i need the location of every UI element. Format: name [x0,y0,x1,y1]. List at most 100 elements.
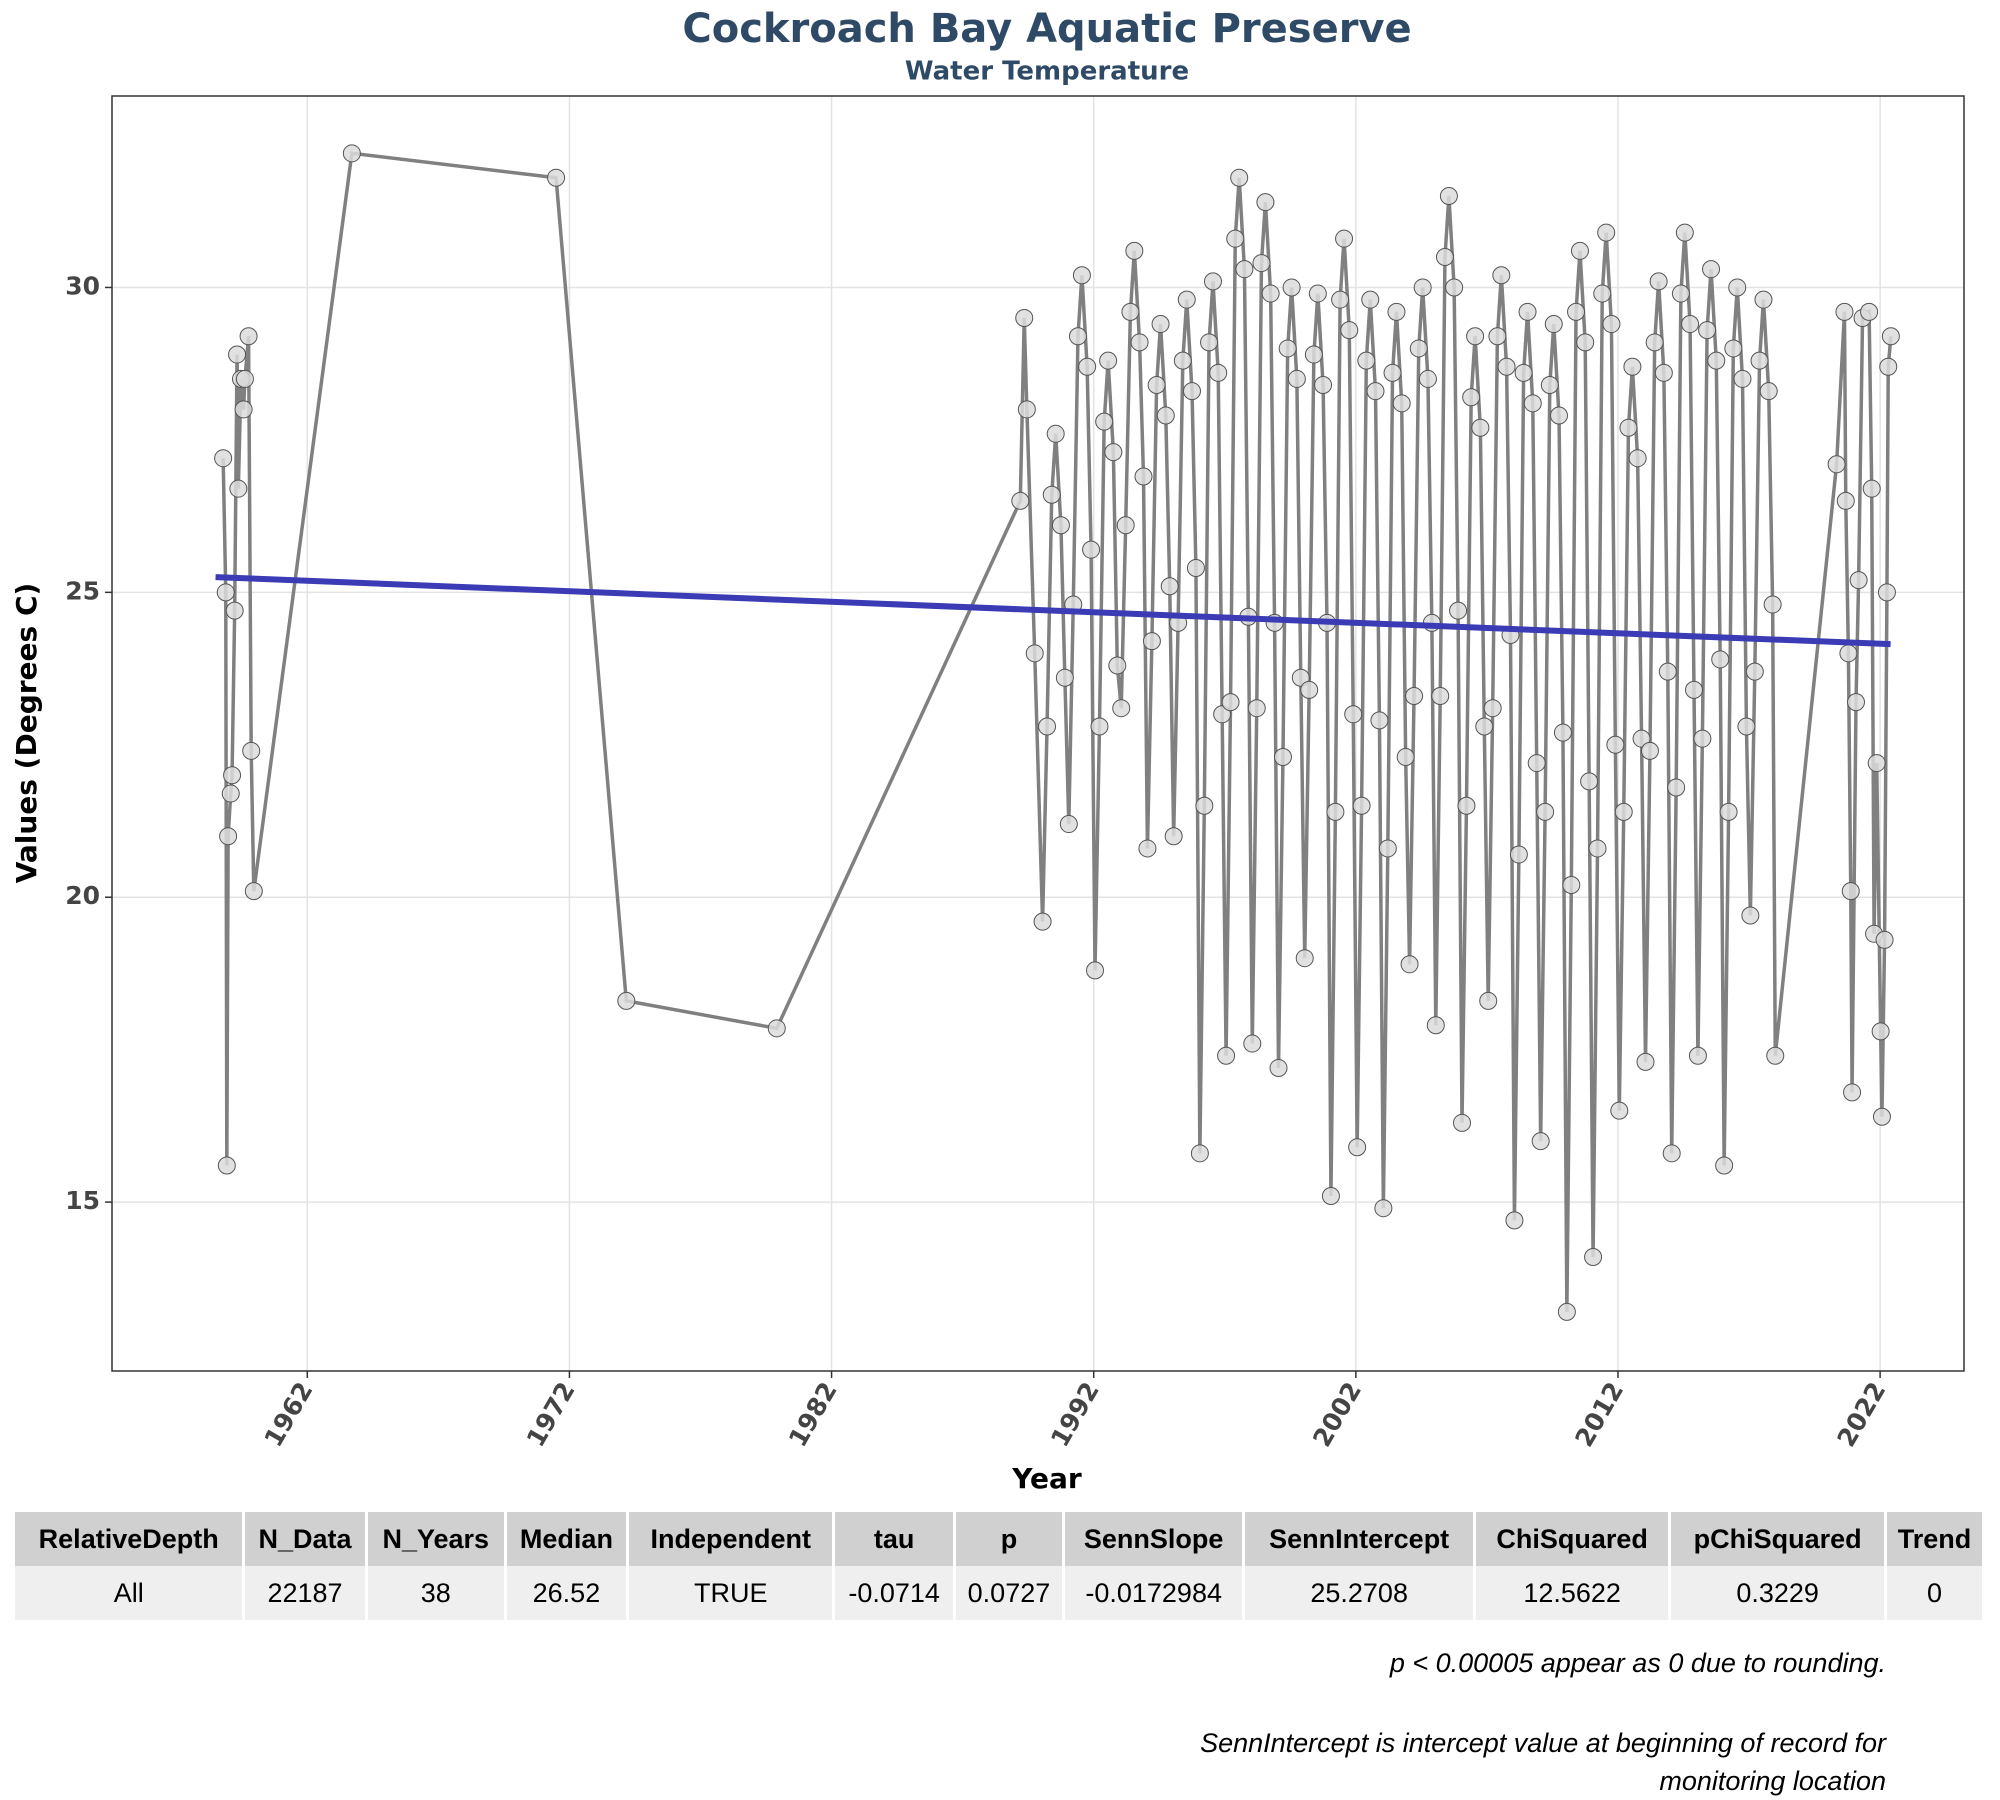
data-point [1457,796,1476,815]
data-point [1090,717,1109,736]
data-point [1580,772,1599,791]
data-point [1879,357,1898,376]
data-point [1221,693,1240,712]
data-point [1252,254,1271,273]
data-point [225,601,244,620]
data-point [1121,302,1140,321]
data-point [1872,1107,1891,1126]
data-point [1658,662,1677,681]
data-point [1195,796,1214,815]
data-point [1116,516,1135,535]
data-point [1138,839,1157,858]
table-cell: All [15,1566,246,1620]
data-point [1488,327,1507,346]
data-point [1321,1187,1340,1205]
x-axis-label: Year [1011,1462,1082,1495]
data-point [1766,1046,1785,1065]
column-header: p [954,1512,1066,1566]
data-point [1570,241,1589,260]
column-header: ChiSquared [1474,1512,1672,1566]
column-header: tau [833,1512,956,1566]
data-point [1523,394,1542,413]
data-point [1681,315,1700,334]
data-point [1540,376,1559,395]
data-point [1164,827,1183,846]
data-point [1331,290,1350,309]
data-point [1151,315,1170,334]
data-point [1186,558,1205,577]
data-point [1728,278,1747,297]
data-point [1684,680,1703,699]
x-tick-label: 1972 [521,1377,581,1452]
data-point [1418,369,1437,388]
table-cell: 25.2708 [1243,1566,1477,1620]
data-point [1374,1199,1393,1218]
data-point [1707,351,1726,370]
data-point [1576,333,1595,352]
data-point [1261,284,1280,303]
column-header: SennIntercept [1243,1512,1477,1566]
data-point [1654,363,1673,382]
note: SennIntercept is intercept value at begi… [1200,1728,1886,1796]
data-point [1497,357,1516,376]
table-cell: TRUE [627,1566,836,1620]
data-point [1378,839,1397,858]
data-point [1431,687,1450,705]
trend-line [215,574,1891,648]
data-point [1759,382,1778,401]
y-tick-label: 20 [65,881,100,910]
data-point [1361,290,1380,309]
data-point [1544,315,1563,334]
data-point [223,766,242,785]
data-point [1827,455,1846,474]
table-row: All 22187 38 26.52 TRUE -0.0714 0.0727 -0.01729… [15,1566,1986,1620]
data-point [1247,699,1266,718]
data-point [1483,699,1502,718]
data-point [1278,339,1297,358]
data-point [1072,266,1091,285]
data-point [1588,839,1607,858]
data-point [1366,382,1385,401]
data-point [1142,632,1161,651]
data-point [1147,376,1166,395]
data-point [1017,400,1036,419]
x-tick-label: 1992 [1045,1377,1105,1452]
data-point [1636,1052,1655,1071]
plot-border [111,95,1965,1372]
column-header: SennSlope [1063,1512,1246,1566]
data-point [1177,290,1196,309]
x-tick-label: 1962 [259,1377,319,1452]
data-point [1688,1046,1707,1065]
data-point [1549,406,1568,425]
data-point [1200,333,1219,352]
data-point [1553,723,1572,742]
data-point [1413,278,1432,297]
data-point [1059,815,1078,834]
data-point [1099,351,1118,370]
data-point [1396,747,1415,766]
data-point [1741,906,1760,925]
data-point [1724,339,1743,358]
data-point [1304,345,1323,364]
data-point [244,882,263,901]
data-point [1042,485,1061,504]
data-point [1453,1113,1472,1132]
data-point [1733,369,1752,388]
data-point [234,400,253,419]
data-point [1400,955,1419,974]
data-point [1033,912,1052,931]
data-point [1348,1138,1367,1157]
table-cell: 12.5622 [1474,1566,1672,1620]
data-point [1597,223,1616,242]
data-point [1750,351,1769,370]
data-point [1282,278,1301,297]
data-point [1287,369,1306,388]
y-tick-label: 30 [65,271,100,300]
data-point [1875,930,1894,949]
data-point [1862,479,1881,498]
table-cell: 26.52 [505,1566,630,1620]
data-point [1849,571,1868,590]
note: p < 0.00005 appear as 0 due to rounding. [1389,1648,1886,1678]
x-tick-label: 1982 [783,1377,843,1452]
data-point [217,1156,236,1175]
